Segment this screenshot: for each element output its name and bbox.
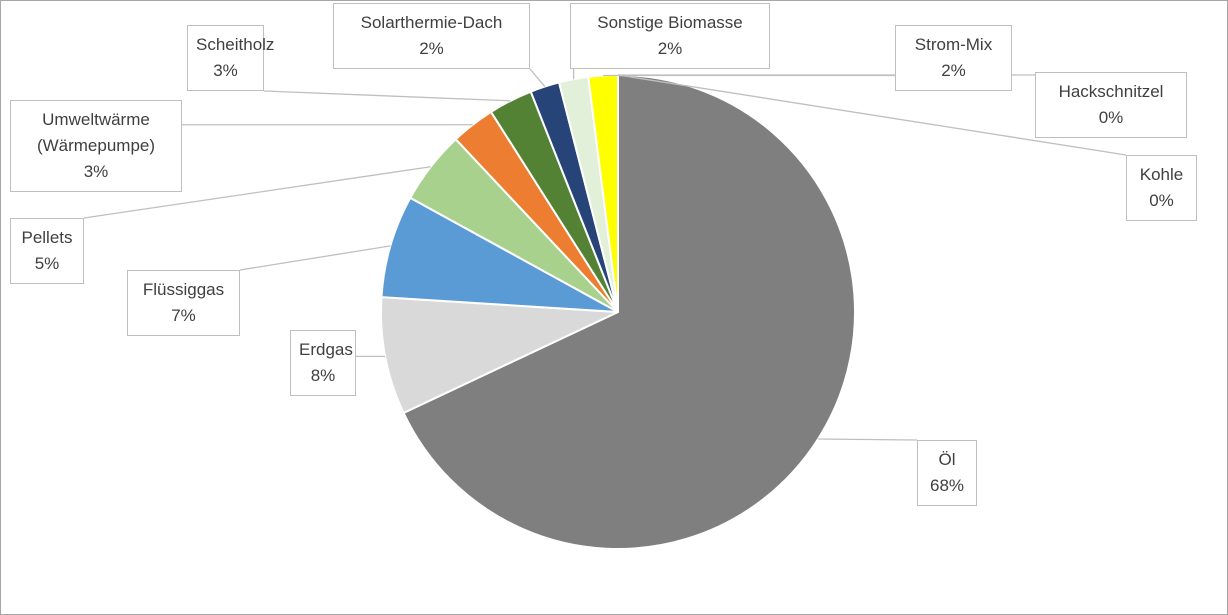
- label-value: 3%: [83, 162, 109, 181]
- data-label: Solarthermie-Dach 2%: [333, 3, 530, 69]
- data-label: Umweltwärme (Wärmepumpe) 3%: [10, 100, 182, 192]
- leader-line: [617, 74, 1127, 156]
- label-value: 2%: [941, 61, 966, 80]
- leader-line: [239, 245, 391, 271]
- data-label: Pellets 5%: [10, 218, 84, 284]
- label-category: Solarthermie-Dach: [360, 13, 503, 32]
- label-value: 2%: [657, 39, 683, 58]
- leader-line: [818, 438, 918, 441]
- label-category: Kohle: [1139, 165, 1184, 184]
- label-category: Pellets: [21, 228, 73, 247]
- label-category: Strom-Mix: [914, 35, 993, 54]
- label-category: Öl: [938, 450, 956, 469]
- leader-line: [529, 68, 546, 88]
- label-value: 2%: [419, 39, 444, 58]
- label-value: 68%: [929, 476, 965, 495]
- data-label: Flüssiggas 7%: [127, 270, 240, 336]
- label-category: Hackschnitzel: [1058, 82, 1164, 101]
- pie-slice: [402, 73, 856, 550]
- data-label: Scheitholz 3%: [187, 25, 275, 91]
- label-category: Umweltwärme (Wärmepumpe): [36, 110, 156, 155]
- label-category: Sonstige Biomasse: [597, 13, 743, 32]
- leader-line: [83, 166, 431, 219]
- label-category: Erdgas: [299, 340, 353, 359]
- label-value: 8%: [310, 366, 336, 385]
- label-category: Flüssiggas: [142, 280, 225, 299]
- data-label: Kohle 0%: [1126, 155, 1197, 221]
- label-value: 7%: [171, 306, 196, 325]
- leader-line: [263, 90, 511, 102]
- label-value: 0%: [1149, 191, 1174, 210]
- pie-slice: [380, 296, 619, 415]
- data-label: Erdgas 8%: [290, 330, 356, 396]
- data-label: Öl 68%: [917, 440, 977, 506]
- label-value: 0%: [1098, 108, 1124, 127]
- label-value: 5%: [34, 254, 60, 273]
- data-label: Sonstige Biomasse 2%: [570, 3, 770, 69]
- data-label: Hackschnitzel 0%: [1035, 72, 1187, 138]
- pie-slice: [380, 196, 619, 313]
- data-label: Strom-Mix 2%: [895, 25, 1012, 91]
- label-value: 3%: [213, 61, 238, 80]
- label-category: Scheitholz: [196, 35, 275, 54]
